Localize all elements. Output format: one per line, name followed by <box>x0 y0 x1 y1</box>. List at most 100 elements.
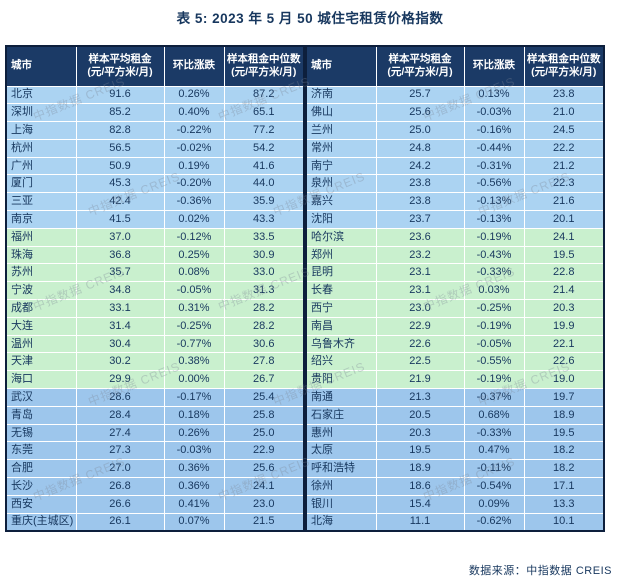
cell-avg-rent: 30.4 <box>75 334 165 354</box>
table-row: 无锡 27.4 0.26% 25.0 <box>5 423 305 443</box>
cell-mom-change: 0.19% <box>163 156 225 176</box>
cell-city: 宁波 <box>5 281 77 301</box>
header-row: 城市 样本平均租金 (元/平方米/月) 环比涨跌 样本租金中位数 (元/平方米/… <box>5 45 305 87</box>
cell-city: 东莞 <box>5 441 77 461</box>
cell-median-rent: 25.4 <box>223 388 305 407</box>
table-header: 城市 样本平均租金 (元/平方米/月) 环比涨跌 样本租金中位数 (元/平方米/… <box>305 45 605 87</box>
cell-city: 石家庄 <box>305 405 377 425</box>
cell-city: 合肥 <box>5 459 77 479</box>
cell-avg-rent: 11.1 <box>375 512 465 532</box>
cell-avg-rent: 23.8 <box>375 174 465 194</box>
table-row: 广州 50.9 0.19% 41.6 <box>5 156 305 176</box>
cell-city: 北海 <box>305 512 377 532</box>
cell-mom-change: 0.40% <box>163 103 225 123</box>
cell-avg-rent: 27.3 <box>75 441 165 461</box>
cell-city: 成都 <box>5 299 77 318</box>
cell-mom-change: 0.09% <box>463 494 525 514</box>
cell-mom-change: -0.54% <box>463 477 525 496</box>
cell-median-rent: 21.4 <box>523 281 605 301</box>
cell-median-rent: 33.5 <box>223 227 305 247</box>
cell-city: 南昌 <box>305 316 377 336</box>
cell-mom-change: 0.02% <box>163 210 225 229</box>
cell-median-rent: 10.1 <box>523 512 605 532</box>
rent-index-table-left: 城市 样本平均租金 (元/平方米/月) 环比涨跌 样本租金中位数 (元/平方米/… <box>5 45 305 532</box>
cell-mom-change: -0.55% <box>463 352 525 372</box>
cell-mom-change: -0.77% <box>163 334 225 354</box>
table-row: 南昌 22.9 -0.19% 19.9 <box>305 316 605 336</box>
table-row: 苏州 35.7 0.08% 33.0 <box>5 263 305 283</box>
cell-avg-rent: 34.8 <box>75 281 165 301</box>
cell-city: 长沙 <box>5 477 77 496</box>
table-row: 杭州 56.5 -0.02% 54.2 <box>5 138 305 158</box>
cell-avg-rent: 23.0 <box>375 299 465 318</box>
cell-median-rent: 19.0 <box>523 370 605 390</box>
cell-mom-change: -0.19% <box>463 227 525 247</box>
cell-median-rent: 20.3 <box>523 299 605 318</box>
cell-avg-rent: 22.9 <box>375 316 465 336</box>
cell-avg-rent: 23.2 <box>375 245 465 265</box>
table-row: 北海 11.1 -0.62% 10.1 <box>305 512 605 532</box>
cell-mom-change: -0.05% <box>463 334 525 354</box>
table-row: 泉州 23.8 -0.56% 22.3 <box>305 174 605 194</box>
table-row: 青岛 28.4 0.18% 25.8 <box>5 405 305 425</box>
table-row: 乌鲁木齐 22.6 -0.05% 22.1 <box>305 334 605 354</box>
table-row: 福州 37.0 -0.12% 33.5 <box>5 227 305 247</box>
table-row: 天津 30.2 0.38% 27.8 <box>5 352 305 372</box>
table-row: 长春 23.1 0.03% 21.4 <box>305 281 605 301</box>
cell-avg-rent: 82.8 <box>75 121 165 140</box>
cell-mom-change: 0.00% <box>163 370 225 390</box>
cell-city: 郑州 <box>305 245 377 265</box>
cell-mom-change: -0.37% <box>463 388 525 407</box>
cell-city: 哈尔滨 <box>305 227 377 247</box>
table-row: 大连 31.4 -0.25% 28.2 <box>5 316 305 336</box>
cell-median-rent: 18.9 <box>523 405 605 425</box>
cell-city: 佛山 <box>305 103 377 123</box>
cell-mom-change: -0.13% <box>463 192 525 212</box>
cell-median-rent: 19.7 <box>523 388 605 407</box>
cell-mom-change: 0.31% <box>163 299 225 318</box>
cell-avg-rent: 31.4 <box>75 316 165 336</box>
cell-city: 绍兴 <box>305 352 377 372</box>
cell-city: 西宁 <box>305 299 377 318</box>
cell-median-rent: 24.1 <box>223 477 305 496</box>
cell-city: 昆明 <box>305 263 377 283</box>
cell-median-rent: 65.1 <box>223 103 305 123</box>
cell-median-rent: 33.0 <box>223 263 305 283</box>
cell-avg-rent: 24.8 <box>375 138 465 158</box>
cell-avg-rent: 20.5 <box>375 405 465 425</box>
cell-mom-change: -0.16% <box>463 121 525 140</box>
cell-mom-change: -0.11% <box>463 459 525 479</box>
col-header-avg-rent: 样本平均租金 (元/平方米/月) <box>375 45 465 87</box>
cell-avg-rent: 28.6 <box>75 388 165 407</box>
cell-mom-change: -0.19% <box>463 316 525 336</box>
cell-city: 惠州 <box>305 423 377 443</box>
cell-city: 呼和浩特 <box>305 459 377 479</box>
cell-median-rent: 31.3 <box>223 281 305 301</box>
cell-avg-rent: 35.7 <box>75 263 165 283</box>
table-row: 常州 24.8 -0.44% 22.2 <box>305 138 605 158</box>
cell-median-rent: 27.8 <box>223 352 305 372</box>
cell-mom-change: -0.33% <box>463 263 525 283</box>
table-row: 武汉 28.6 -0.17% 25.4 <box>5 388 305 407</box>
cell-mom-change: -0.36% <box>163 192 225 212</box>
cell-city: 珠海 <box>5 245 77 265</box>
table-row: 深圳 85.2 0.40% 65.1 <box>5 103 305 123</box>
cell-median-rent: 22.3 <box>523 174 605 194</box>
cell-city: 无锡 <box>5 423 77 443</box>
cell-avg-rent: 21.9 <box>375 370 465 390</box>
cell-mom-change: -0.05% <box>163 281 225 301</box>
cell-mom-change: 0.68% <box>463 405 525 425</box>
col-header-median-rent: 样本租金中位数 (元/平方米/月) <box>523 45 605 87</box>
cell-city: 银川 <box>305 494 377 514</box>
rent-index-table-right: 城市 样本平均租金 (元/平方米/月) 环比涨跌 样本租金中位数 (元/平方米/… <box>305 45 605 532</box>
cell-median-rent: 17.1 <box>523 477 605 496</box>
cell-avg-rent: 23.6 <box>375 227 465 247</box>
cell-mom-change: -0.44% <box>463 138 525 158</box>
cell-mom-change: 0.47% <box>463 441 525 461</box>
cell-mom-change: -0.22% <box>163 121 225 140</box>
cell-avg-rent: 27.4 <box>75 423 165 443</box>
table-row: 西宁 23.0 -0.25% 20.3 <box>305 299 605 318</box>
table-row: 太原 19.5 0.47% 18.2 <box>305 441 605 461</box>
table-row: 石家庄 20.5 0.68% 18.9 <box>305 405 605 425</box>
cell-median-rent: 22.2 <box>523 138 605 158</box>
